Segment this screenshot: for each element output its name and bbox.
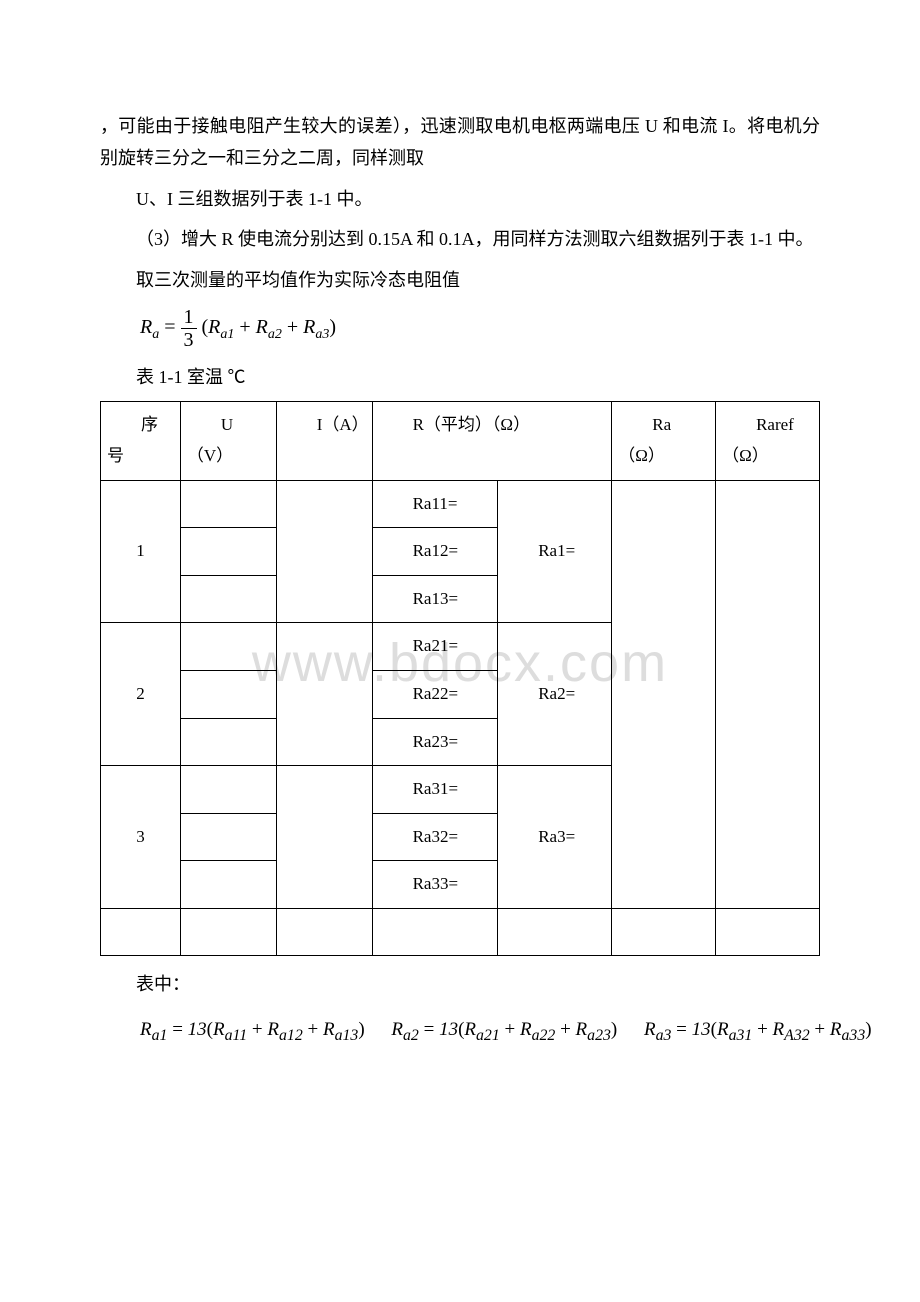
formula-ra1: Ra1 = 13(Ra11 + Ra12 + Ra13) [140,1013,365,1050]
cell-empty [612,480,716,908]
cell-seq: 3 [101,766,181,909]
formula-main: Ra = 13 (Ra1 + Ra2 + Ra3) [140,306,820,351]
cell-r: Ra22= [372,670,498,718]
table-row [101,908,820,956]
formula-ra3: Ra3 = 13(Ra31 + RA32 + Ra33) [644,1013,872,1050]
header-raref: Raref（Ω） [716,402,820,480]
cell-empty [101,908,181,956]
formula-ra2: Ra2 = 13(Ra21 + Ra22 + Ra23) [391,1013,617,1050]
cell-seq: 1 [101,480,181,623]
cell-empty [180,766,276,814]
cell-empty [180,908,276,956]
cell-r: Ra31= [372,766,498,814]
header-seq: 序号 [101,402,181,480]
data-table: 序号 U（V） I（A） R（平均）（Ω） Ra（Ω） Raref（Ω） 1 R… [100,401,820,956]
cell-r: Ra12= [372,528,498,576]
cell-empty [180,813,276,861]
cell-empty [716,908,820,956]
paragraph-2: U、I 三组数据列于表 1-1 中。 [100,183,820,215]
paragraph-4: 取三次测量的平均值作为实际冷态电阻值 [100,264,820,296]
document-content: ，可能由于接触电阻产生较大的误差），迅速测取电机电枢两端电压 U 和电流 I。将… [100,110,820,1050]
cell-empty [180,528,276,576]
cell-empty [180,670,276,718]
cell-empty [276,908,372,956]
cell-empty [276,480,372,623]
cell-empty [180,718,276,766]
cell-r: Ra13= [372,575,498,623]
cell-empty [276,766,372,909]
cell-avg: Ra2= [498,623,612,766]
cell-r: Ra11= [372,480,498,528]
header-u: U（V） [180,402,276,480]
cell-empty [372,908,498,956]
cell-r: Ra21= [372,623,498,671]
cell-empty [498,908,612,956]
cell-empty [716,480,820,908]
table-caption: 表 1-1 室温 ℃ [100,361,820,393]
header-ra: Ra（Ω） [612,402,716,480]
cell-empty [276,623,372,766]
cell-r: Ra33= [372,861,498,909]
cell-avg: Ra3= [498,766,612,909]
cell-seq: 2 [101,623,181,766]
paragraph-1: ，可能由于接触电阻产生较大的误差），迅速测取电机电枢两端电压 U 和电流 I。将… [100,110,820,175]
cell-empty [612,908,716,956]
paragraph-5: 表中： [100,968,820,1000]
formula-row: Ra1 = 13(Ra11 + Ra12 + Ra13) Ra2 = 13(Ra… [140,1013,820,1050]
paragraph-3: （3）增大 R 使电流分别达到 0.15A 和 0.1A，用同样方法测取六组数据… [100,223,820,255]
table-header-row: 序号 U（V） I（A） R（平均）（Ω） Ra（Ω） Raref（Ω） [101,402,820,480]
cell-empty [180,575,276,623]
cell-empty [180,623,276,671]
cell-r: Ra32= [372,813,498,861]
table-row: 1 Ra11= Ra1= [101,480,820,528]
cell-avg: Ra1= [498,480,612,623]
header-r: R（平均）（Ω） [372,402,612,480]
header-i: I（A） [276,402,372,480]
cell-empty [180,861,276,909]
cell-empty [180,480,276,528]
cell-r: Ra23= [372,718,498,766]
